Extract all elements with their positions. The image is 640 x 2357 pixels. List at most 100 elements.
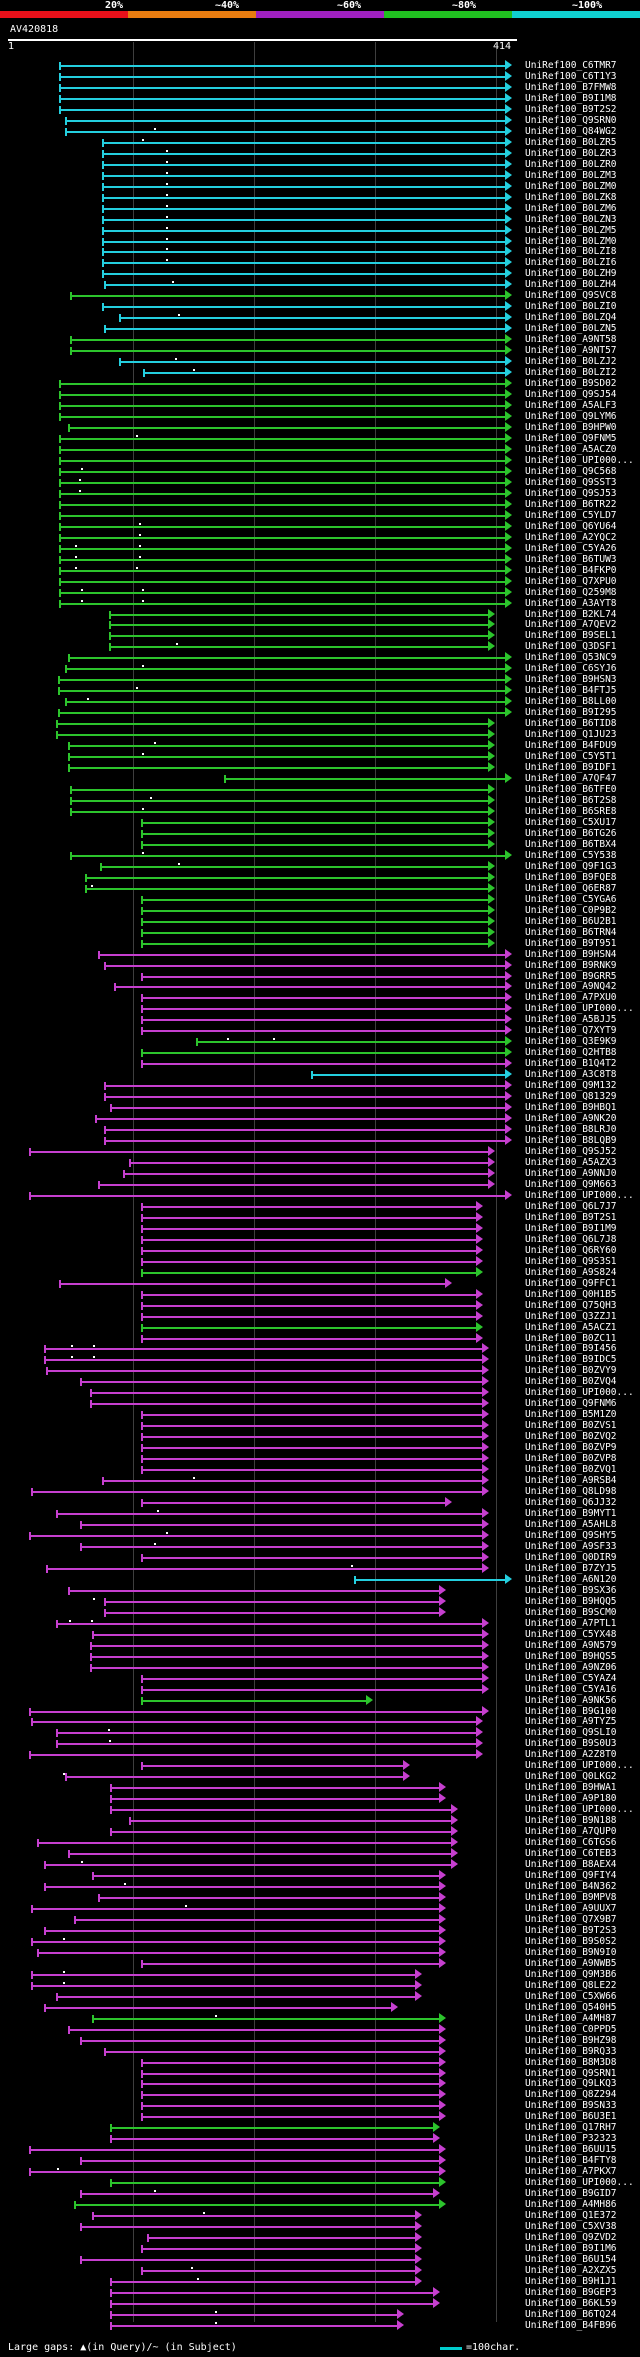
hit-label[interactable]: UniRef100_B0ZVQ2 [525, 1431, 617, 1443]
hit-bar[interactable] [141, 2072, 441, 2075]
hit-label[interactable]: UniRef100_B9RQ33 [525, 2045, 617, 2057]
hit-bar[interactable] [68, 1853, 453, 1856]
hit-row[interactable]: UniRef100_Q6ER87 [0, 882, 640, 894]
hit-row[interactable]: UniRef100_A3AYT8 [0, 597, 640, 609]
hit-bar[interactable] [141, 1699, 368, 1702]
hit-label[interactable]: UniRef100_B1Q4T2 [525, 1058, 617, 1070]
hit-bar[interactable] [46, 1370, 483, 1373]
hit-bar[interactable] [141, 2083, 441, 2086]
hit-bar[interactable] [90, 1644, 483, 1647]
hit-bar[interactable] [224, 778, 506, 781]
hit-row[interactable]: UniRef100_A5AZX3 [0, 1157, 640, 1168]
hit-bar[interactable] [141, 1216, 477, 1219]
hit-row[interactable]: UniRef100_Q9FIY4 [0, 1870, 640, 1881]
hit-bar[interactable] [141, 1008, 506, 1011]
hit-label[interactable]: UniRef100_A9NK20 [525, 1113, 617, 1125]
hit-label[interactable]: UniRef100_Q7X9B7 [525, 1913, 617, 1925]
hit-label[interactable]: UniRef100_B9I1M8 [525, 92, 617, 104]
hit-label[interactable]: UniRef100_B9HQQ5 [525, 1595, 617, 1607]
hit-label[interactable]: UniRef100_UPI000... [525, 454, 634, 466]
hit-label[interactable]: UniRef100_Q540H5 [525, 2001, 617, 2013]
hit-row[interactable]: UniRef100_Q7X9B7 [0, 1913, 640, 1925]
hit-row[interactable]: UniRef100_Q7XYT9 [0, 1025, 640, 1036]
hit-label[interactable]: UniRef100_Q9SRN0 [525, 114, 617, 126]
hit-label[interactable]: UniRef100_A2XZX5 [525, 2264, 617, 2276]
hit-label[interactable]: UniRef100_B0LZM0 [525, 180, 617, 192]
hit-bar[interactable] [110, 613, 489, 616]
hit-label[interactable]: UniRef100_B0LZI6 [525, 257, 617, 269]
hit-label[interactable]: UniRef100_Q81329 [525, 1091, 617, 1103]
hit-bar[interactable] [141, 2061, 441, 2064]
hit-row[interactable]: UniRef100_B9I1M6 [0, 2243, 640, 2254]
hit-bar[interactable] [60, 470, 506, 473]
hit-row[interactable]: UniRef100_Q0LKG2 [0, 1771, 640, 1782]
hit-row[interactable]: UniRef100_Q3E9K9 [0, 1036, 640, 1047]
hit-bar[interactable] [44, 1348, 483, 1351]
hit-bar[interactable] [196, 1041, 506, 1044]
hit-label[interactable]: UniRef100_A9S824 [525, 1266, 617, 1278]
hit-label[interactable]: UniRef100_A5BJJ5 [525, 1014, 617, 1026]
hit-row[interactable]: UniRef100_Q6L7J7 [0, 1200, 640, 1212]
hit-row[interactable]: UniRef100_Q9SST3 [0, 476, 640, 488]
hit-row[interactable]: UniRef100_Q6RY60 [0, 1244, 640, 1256]
hit-bar[interactable] [141, 1414, 483, 1417]
hit-bar[interactable] [68, 756, 489, 759]
hit-bar[interactable] [141, 1052, 506, 1055]
hit-label[interactable]: UniRef100_C5XW66 [525, 1990, 617, 2002]
hit-bar[interactable] [66, 130, 506, 133]
hit-row[interactable]: UniRef100_B8LL00 [0, 696, 640, 707]
hit-row[interactable]: UniRef100_B9GEP3 [0, 2286, 640, 2298]
hit-bar[interactable] [111, 2313, 398, 2316]
hit-row[interactable]: UniRef100_B9N188 [0, 1815, 640, 1826]
hit-bar[interactable] [71, 799, 489, 802]
hit-row[interactable]: UniRef100_B6SRE8 [0, 805, 640, 817]
hit-bar[interactable] [60, 65, 506, 67]
hit-bar[interactable] [71, 789, 489, 792]
hit-bar[interactable] [105, 1129, 506, 1132]
hit-label[interactable]: UniRef100_B4FB96 [525, 2319, 617, 2331]
hit-label[interactable]: UniRef100_Q0H1B5 [525, 1288, 617, 1300]
hit-bar[interactable] [90, 1392, 483, 1395]
hit-bar[interactable] [66, 1776, 404, 1779]
hit-row[interactable]: UniRef100_C5YA26 [0, 542, 640, 554]
hit-label[interactable]: UniRef100_B6TUW3 [525, 553, 617, 565]
hit-row[interactable]: UniRef100_B0LZN3 [0, 213, 640, 225]
hit-label[interactable]: UniRef100_C0PPD5 [525, 2023, 617, 2035]
hit-label[interactable]: UniRef100_B9I456 [525, 1343, 617, 1355]
hit-label[interactable]: UniRef100_Q9SVC8 [525, 290, 617, 302]
hit-label[interactable]: UniRef100_Q3E9K9 [525, 1036, 617, 1048]
hit-bar[interactable] [141, 1030, 506, 1033]
hit-row[interactable]: UniRef100_A7QEV2 [0, 619, 640, 630]
hit-bar[interactable] [32, 1984, 416, 1987]
hit-row[interactable]: UniRef100_B0LZN5 [0, 323, 640, 334]
hit-label[interactable]: UniRef100_B0LZN3 [525, 213, 617, 225]
hit-bar[interactable] [141, 1326, 477, 1329]
hit-bar[interactable] [102, 141, 506, 144]
hit-label[interactable]: UniRef100_B0LZI8 [525, 246, 617, 258]
hit-row[interactable]: UniRef100_B0LZK8 [0, 191, 640, 203]
hit-row[interactable]: UniRef100_B0ZVQ1 [0, 1464, 640, 1475]
hit-bar[interactable] [141, 1458, 483, 1461]
hit-bar[interactable] [60, 97, 506, 100]
hit-row[interactable]: UniRef100_B4FKP0 [0, 564, 640, 576]
hit-row[interactable]: UniRef100_Q17RH7 [0, 2122, 640, 2133]
hit-bar[interactable] [141, 2248, 416, 2251]
hit-bar[interactable] [102, 251, 506, 254]
hit-row[interactable]: UniRef100_B9HBQ1 [0, 1102, 640, 1113]
hit-label[interactable]: UniRef100_Q9M663 [525, 1178, 617, 1190]
hit-row[interactable]: UniRef100_B9IDF1 [0, 762, 640, 773]
hit-row[interactable]: UniRef100_C5YLD7 [0, 509, 640, 521]
hit-bar[interactable] [60, 514, 506, 517]
hit-row[interactable]: UniRef100_A4MH86 [0, 2199, 640, 2210]
hit-label[interactable]: UniRef100_B0LZR3 [525, 147, 617, 159]
hit-bar[interactable] [141, 909, 489, 912]
hit-bar[interactable] [56, 1513, 483, 1516]
hit-label[interactable]: UniRef100_B0LZJ2 [525, 356, 617, 368]
hit-row[interactable]: UniRef100_B9RQ33 [0, 2045, 640, 2057]
hit-row[interactable]: UniRef100_Q2HTB8 [0, 1047, 640, 1058]
hit-bar[interactable] [71, 339, 506, 342]
hit-bar[interactable] [81, 1545, 483, 1548]
hit-row[interactable]: UniRef100_Q7XPU0 [0, 575, 640, 587]
hit-row[interactable]: UniRef100_B8M3D8 [0, 2056, 640, 2068]
hit-label[interactable]: UniRef100_B0ZVQ4 [525, 1376, 617, 1388]
